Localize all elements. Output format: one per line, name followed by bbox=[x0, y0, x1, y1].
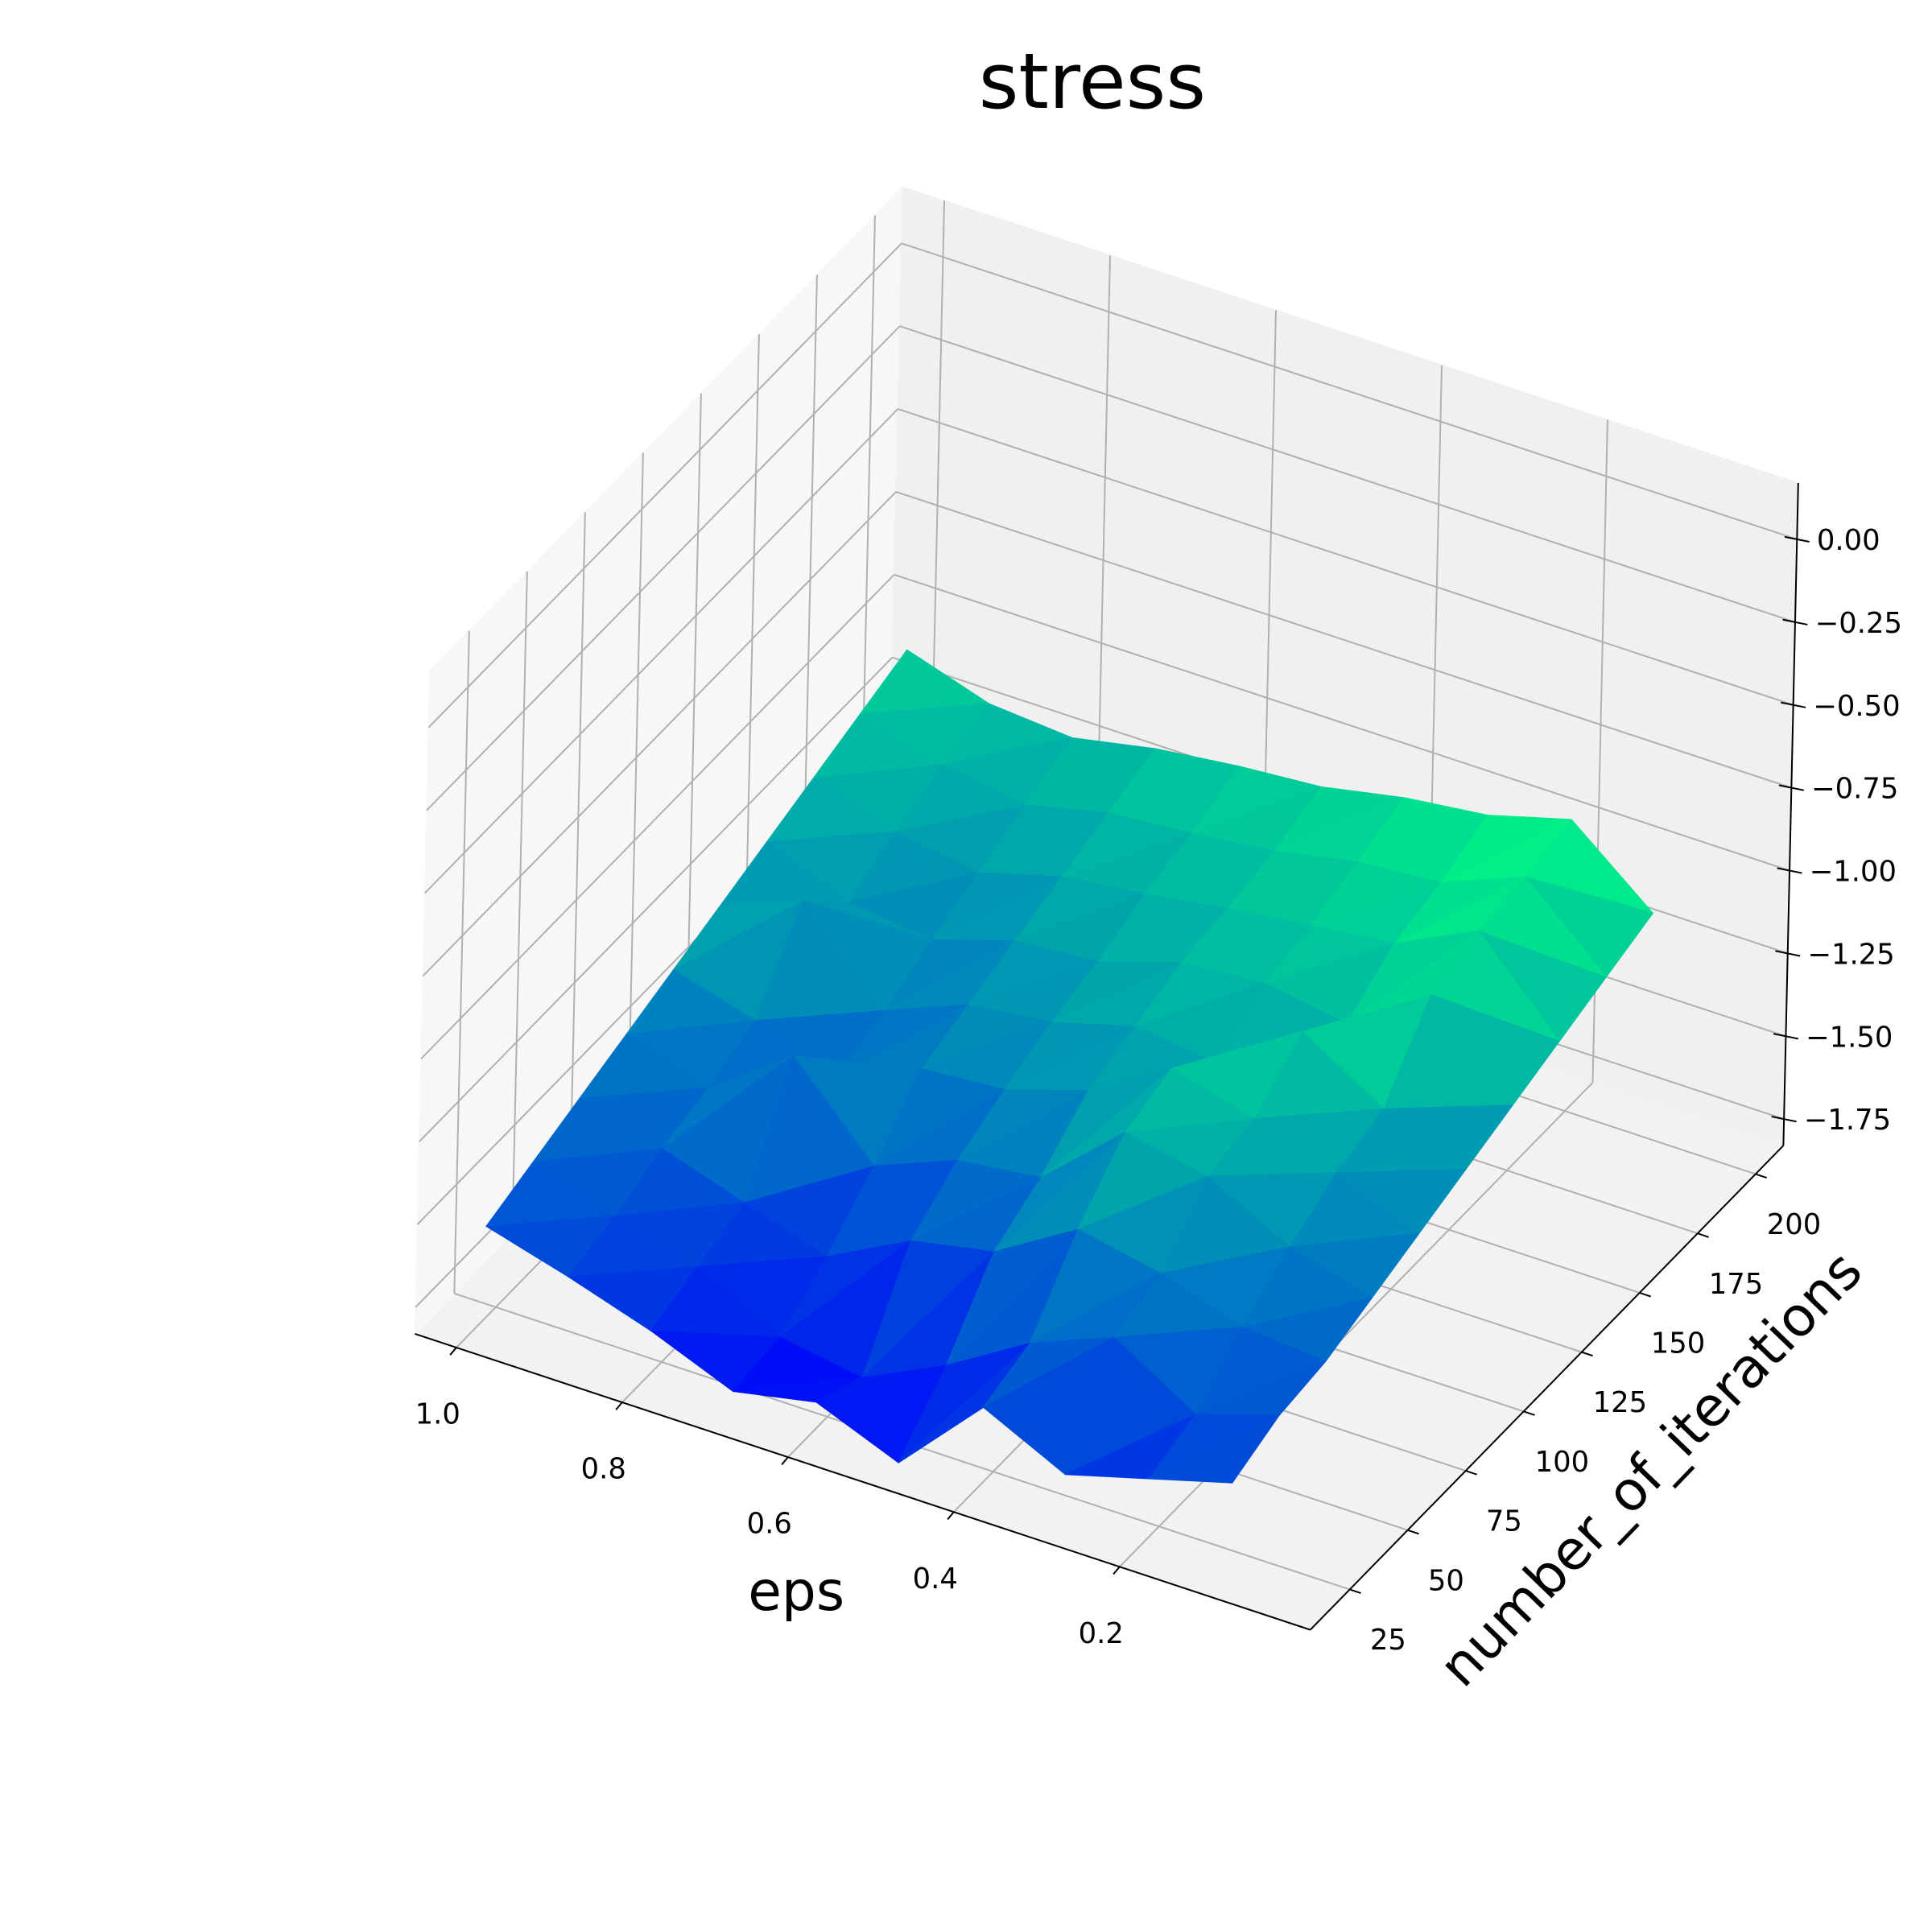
y-tick-label: 50 bbox=[1428, 1564, 1464, 1597]
x-tick bbox=[449, 1347, 457, 1356]
x-axis-line bbox=[415, 1332, 1311, 1631]
grid-line bbox=[426, 325, 901, 811]
grid-line bbox=[898, 408, 1794, 706]
z-axis-line bbox=[1782, 482, 1799, 1146]
z-tick-label: −0.75 bbox=[1811, 773, 1898, 806]
x-tick-label: 0.6 bbox=[747, 1508, 792, 1541]
x-tick-label: 1.0 bbox=[415, 1398, 460, 1431]
y-tick-label: 25 bbox=[1370, 1624, 1406, 1657]
y-tick bbox=[1523, 1410, 1535, 1416]
grid-line bbox=[419, 656, 894, 1142]
y-tick-label: 175 bbox=[1709, 1268, 1764, 1301]
grid-line bbox=[901, 242, 1798, 540]
y-tick-label: 125 bbox=[1593, 1386, 1648, 1419]
y-axis-line bbox=[1309, 1145, 1785, 1631]
y-tick-label: 200 bbox=[1767, 1208, 1822, 1241]
grid-line bbox=[423, 408, 899, 894]
y-tick bbox=[1697, 1232, 1709, 1238]
y-tick bbox=[1639, 1291, 1651, 1298]
z-tick-label: −1.25 bbox=[1807, 938, 1894, 971]
z-tick-label: −1.00 bbox=[1810, 856, 1897, 889]
x-tick-label: 0.8 bbox=[581, 1453, 626, 1486]
grid-line bbox=[899, 325, 1796, 623]
y-tick-label: 75 bbox=[1486, 1505, 1522, 1538]
x-tick bbox=[781, 1456, 789, 1465]
grid-line bbox=[427, 242, 902, 729]
y-tick bbox=[1581, 1351, 1593, 1357]
z-tick-label: −1.75 bbox=[1804, 1104, 1891, 1137]
grid-line bbox=[420, 574, 895, 1060]
y-tick bbox=[1407, 1529, 1419, 1535]
x-tick bbox=[615, 1402, 623, 1410]
x-axis-label: eps bbox=[748, 1559, 844, 1623]
y-tick-label: 100 bbox=[1535, 1446, 1590, 1479]
y-tick bbox=[1349, 1588, 1361, 1595]
z-tick-label: −0.50 bbox=[1813, 690, 1900, 723]
x-tick-label: 0.4 bbox=[913, 1563, 958, 1596]
surface-face bbox=[1148, 1414, 1280, 1484]
y-tick bbox=[1465, 1470, 1477, 1476]
z-tick-label: −0.25 bbox=[1815, 607, 1902, 640]
x-tick bbox=[1113, 1566, 1121, 1575]
grid-line bbox=[1119, 1082, 1594, 1568]
chart-title: stress bbox=[979, 37, 1206, 126]
grid-line bbox=[895, 490, 1792, 789]
x-tick bbox=[947, 1511, 955, 1521]
y-tick bbox=[1755, 1173, 1767, 1179]
x-tick-label: 0.2 bbox=[1079, 1617, 1124, 1650]
y-tick-label: 150 bbox=[1651, 1327, 1706, 1360]
grid-line bbox=[422, 491, 897, 977]
grid-line bbox=[894, 573, 1790, 872]
z-tick-label: −1.50 bbox=[1806, 1021, 1893, 1054]
z-tick-label: 0.00 bbox=[1817, 524, 1880, 557]
